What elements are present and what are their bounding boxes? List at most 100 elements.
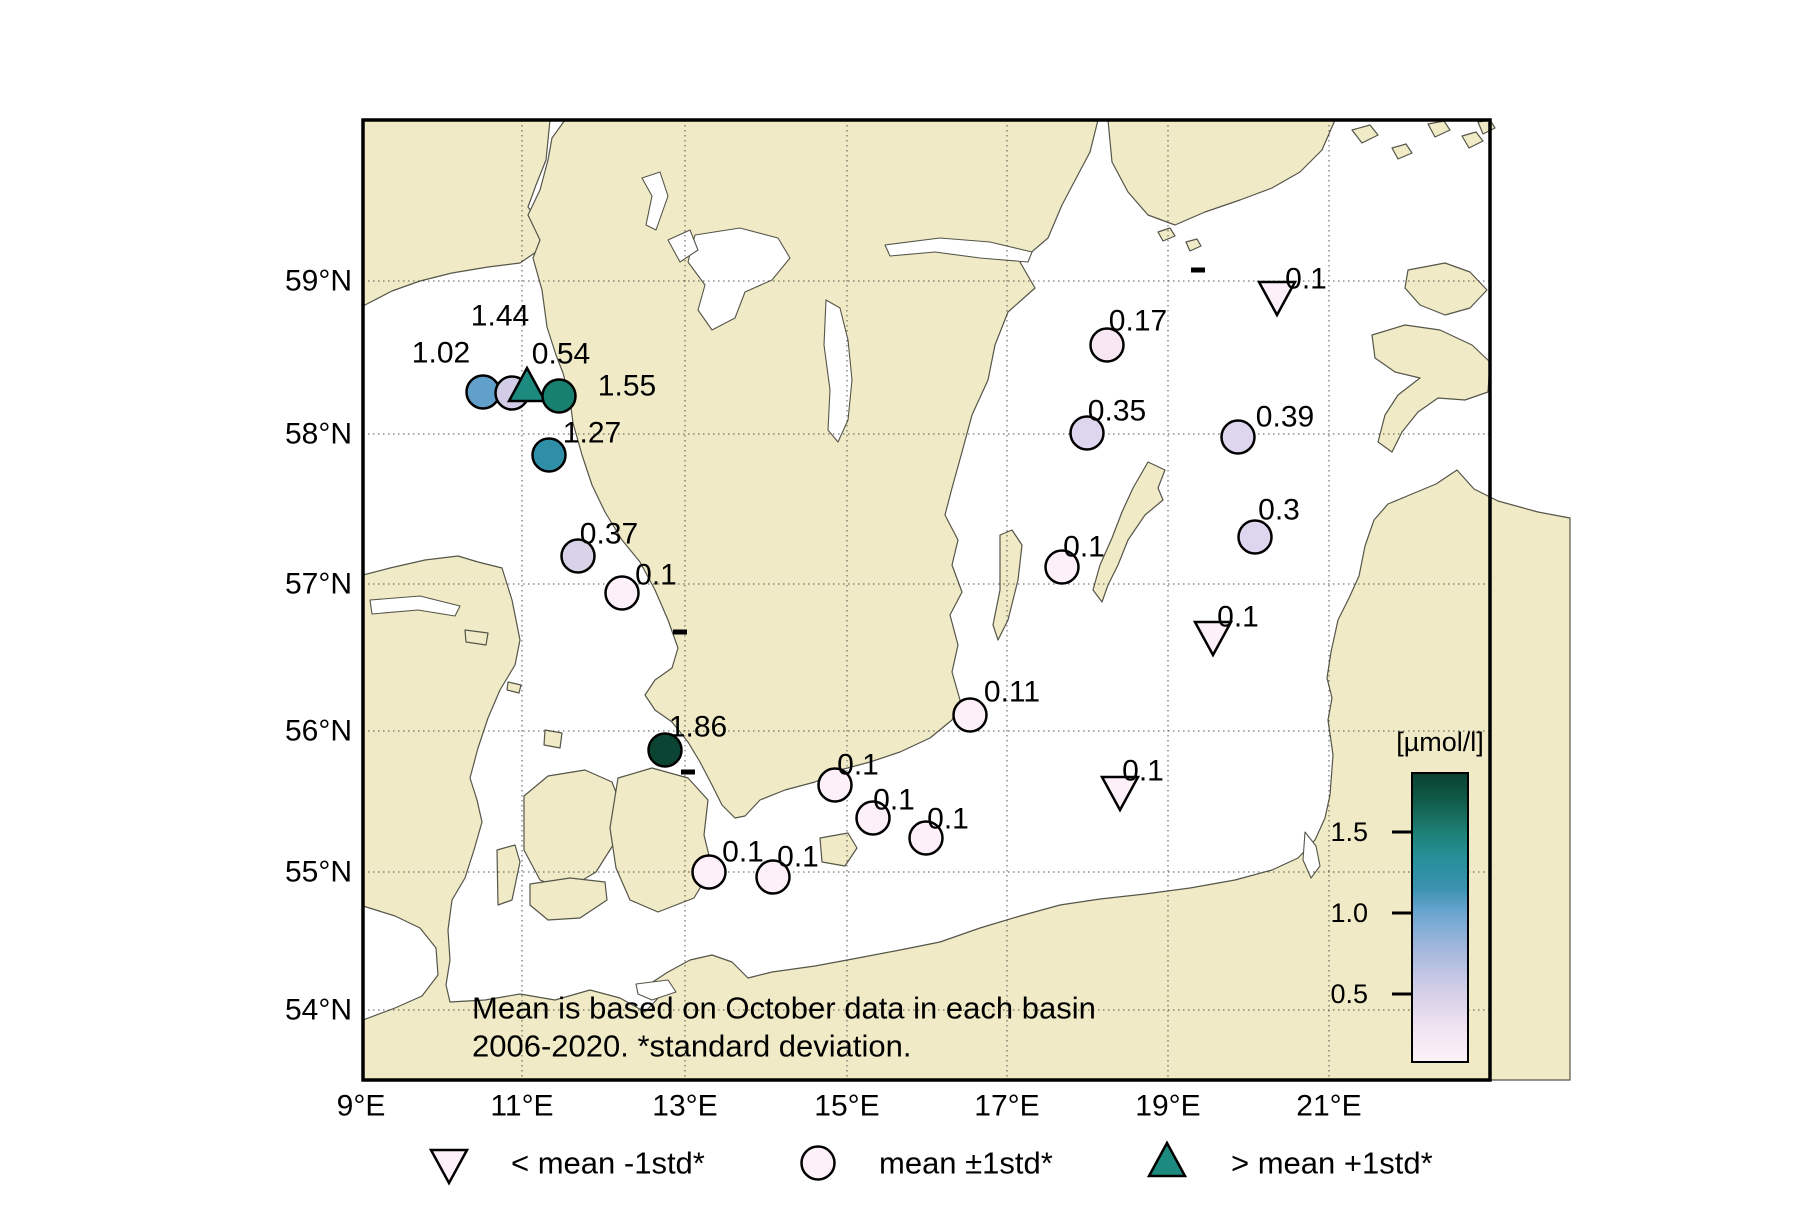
station-marker-circle	[1069, 415, 1105, 451]
station-marker-triangle-down	[1256, 280, 1298, 318]
colorbar-title: [µmol/l]	[1396, 727, 1484, 757]
map-frame	[361, 118, 1492, 1082]
station-value-label: 1.02	[412, 337, 470, 370]
y-axis-labels: 59°N 58°N 57°N 56°N 55°N 54°N	[285, 265, 352, 1027]
annotation-line-2: 2006-2020. *standard deviation.	[472, 1029, 912, 1064]
island-anholt	[506, 681, 522, 694]
legend-triangle-down-icon	[428, 1148, 470, 1186]
land-sweden	[527, 119, 1099, 819]
station-marker-triangle-up	[506, 365, 548, 403]
y-tick-label: 55°N	[285, 856, 352, 889]
station-value-label: 0.17	[1109, 305, 1167, 338]
x-tick-label: 11°E	[490, 1090, 553, 1123]
station-value-label: 1.86	[669, 711, 727, 744]
station-marker-triangle-down	[1192, 620, 1234, 658]
y-tick-label: 54°N	[285, 994, 352, 1027]
station-value-label: 0.1	[1217, 601, 1259, 634]
station-value-label: 0.1	[1063, 531, 1105, 564]
station-marker-circle	[1220, 419, 1256, 455]
curonian-lagoon	[1302, 831, 1321, 879]
limfjord	[369, 595, 461, 617]
station-marker-circle	[1044, 549, 1080, 585]
y-tick-label: 59°N	[285, 265, 352, 298]
station-value-label: 0.37	[580, 518, 638, 551]
island-bornholm	[819, 832, 858, 867]
x-tick-label: 15°E	[814, 1090, 879, 1123]
no-data-dash	[1191, 267, 1205, 273]
lake-vattern	[823, 299, 853, 443]
station-marker-circle	[855, 800, 891, 836]
legend-circle-icon	[800, 1145, 836, 1181]
x-tick-label: 19°E	[1135, 1090, 1200, 1123]
legend-label: < mean -1std*	[511, 1146, 705, 1181]
legend-label: > mean +1std*	[1231, 1146, 1433, 1181]
station-value-label: 0.1	[837, 749, 879, 782]
station-value-label: 0.35	[1088, 395, 1146, 428]
legend-label: mean ±1std*	[879, 1146, 1053, 1181]
colorbar-tick-label: 0.5	[1330, 979, 1368, 1009]
station-marker-circle	[908, 820, 944, 856]
annotation-line-1: Mean is based on October data in each ba…	[472, 991, 1096, 1026]
land-finland	[1107, 119, 1336, 226]
y-tick-label: 58°N	[285, 418, 352, 451]
station-value-label: 0.1	[927, 803, 969, 836]
island-hiiumaa	[1404, 262, 1488, 316]
station-value-label: 1.55	[598, 370, 656, 403]
land-norway	[362, 119, 551, 307]
island-saaremaa	[1371, 324, 1491, 453]
station-marker-triangle-down	[1099, 775, 1141, 813]
station-marker-circle	[691, 854, 727, 890]
lake-vanern	[687, 227, 791, 331]
x-tick-label: 17°E	[974, 1090, 1039, 1123]
station-marker-circle	[647, 732, 683, 768]
lake-small-1	[641, 171, 669, 231]
graticule	[363, 120, 1490, 1080]
station-value-label: 0.1	[635, 559, 677, 592]
no-data-dash	[673, 629, 687, 635]
x-tick-label: 13°E	[652, 1090, 717, 1123]
stettin-lagoon	[635, 979, 677, 1001]
colorbar-tick-label: 1.0	[1330, 898, 1368, 928]
station-marker-circle	[531, 437, 567, 473]
station-value-label: 1.27	[563, 417, 621, 450]
land-masses	[362, 119, 1571, 1081]
colorbar-ticks: 1.5 1.0 0.5	[1330, 817, 1412, 1009]
x-tick-label: 21°E	[1296, 1090, 1361, 1123]
lake-malaren	[884, 237, 1033, 263]
station-value-label: 0.11	[984, 676, 1040, 709]
island-samsoe	[543, 729, 563, 749]
station-value-label: 0.1	[777, 841, 819, 874]
station-marker-circle	[604, 575, 640, 611]
station-marker-circle	[560, 538, 596, 574]
island-sliver	[496, 844, 521, 906]
island-lolland	[529, 877, 608, 921]
lake-small-2	[667, 229, 699, 263]
station-marker-circle	[952, 697, 988, 733]
station-value-label: 0.1	[873, 784, 915, 817]
station-marker-circle	[1089, 327, 1125, 363]
station-marker-circle	[1237, 519, 1273, 555]
station-value-label: 0.54	[532, 338, 590, 371]
marker-legend: < mean -1std* mean ±1std* > mean +1std*	[428, 1140, 1433, 1186]
colorbar-tick-label: 1.5	[1330, 817, 1368, 847]
x-tick-label: 9°E	[337, 1090, 386, 1123]
x-axis-labels: 9°E 11°E 13°E 15°E 17°E 19°E 21°E	[337, 1090, 1362, 1123]
y-tick-label: 56°N	[285, 715, 352, 748]
islands-archipelago	[1157, 119, 1496, 252]
station-marker-circle	[541, 378, 577, 414]
no-data-marks	[673, 267, 1205, 775]
island-sjaelland	[609, 767, 713, 913]
colorbar-gradient-bar	[1411, 772, 1469, 1063]
y-tick-label: 57°N	[285, 568, 352, 601]
station-value-label: 0.1	[722, 836, 764, 869]
station-value-label: 1.44	[471, 300, 529, 333]
stations: 1.02 0.541.441.551.270.370.11.860.1 0.10.1…	[412, 263, 1327, 895]
station-value-label: 0.39	[1256, 401, 1314, 434]
island-laesoe	[464, 629, 489, 646]
station-marker-circle	[817, 767, 853, 803]
station-value-label: 0.1	[1285, 263, 1327, 296]
colorbar: [µmol/l] 1.5 1.0 0.5	[1330, 727, 1484, 1063]
station-value-label: 0.3	[1258, 494, 1300, 527]
